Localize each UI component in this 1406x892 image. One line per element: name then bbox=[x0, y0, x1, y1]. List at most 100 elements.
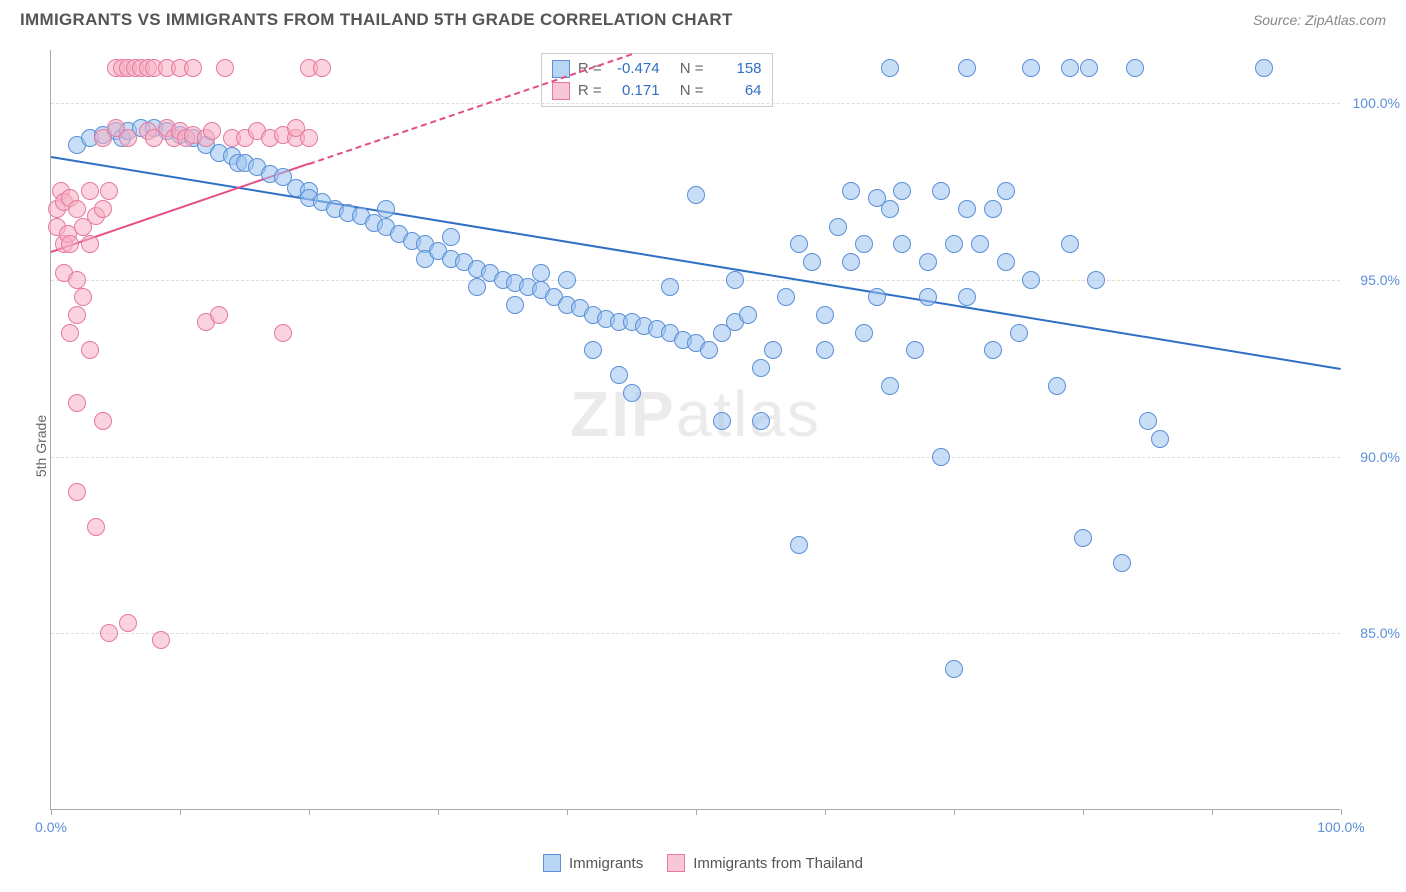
data-point bbox=[610, 366, 628, 384]
data-point bbox=[752, 412, 770, 430]
data-point bbox=[790, 235, 808, 253]
data-point bbox=[119, 614, 137, 632]
data-point bbox=[932, 182, 950, 200]
data-point bbox=[739, 306, 757, 324]
data-point bbox=[1022, 271, 1040, 289]
data-point bbox=[958, 288, 976, 306]
data-point bbox=[442, 228, 460, 246]
data-point bbox=[94, 412, 112, 430]
x-tick-label: 0.0% bbox=[35, 819, 67, 835]
data-point bbox=[558, 271, 576, 289]
data-point bbox=[623, 384, 641, 402]
data-point bbox=[313, 59, 331, 77]
data-point bbox=[506, 296, 524, 314]
data-point bbox=[1255, 59, 1273, 77]
data-point bbox=[881, 59, 899, 77]
data-point bbox=[300, 129, 318, 147]
data-point bbox=[893, 182, 911, 200]
x-tick bbox=[51, 809, 52, 815]
gridline-h bbox=[51, 457, 1340, 458]
legend-item-immigrants: Immigrants bbox=[543, 854, 643, 872]
data-point bbox=[855, 324, 873, 342]
data-point bbox=[1087, 271, 1105, 289]
data-point bbox=[68, 200, 86, 218]
data-point bbox=[468, 278, 486, 296]
data-point bbox=[726, 271, 744, 289]
data-point bbox=[829, 218, 847, 236]
r-label: R = bbox=[578, 80, 602, 102]
data-point bbox=[1074, 529, 1092, 547]
data-point bbox=[532, 264, 550, 282]
data-point bbox=[274, 324, 292, 342]
x-tick bbox=[696, 809, 697, 815]
x-tick bbox=[309, 809, 310, 815]
data-point bbox=[61, 235, 79, 253]
swatch-blue-icon bbox=[543, 854, 561, 872]
chart-title: IMMIGRANTS VS IMMIGRANTS FROM THAILAND 5… bbox=[20, 10, 733, 30]
n-label: N = bbox=[680, 58, 704, 80]
data-point bbox=[816, 306, 834, 324]
data-point bbox=[68, 483, 86, 501]
data-point bbox=[855, 235, 873, 253]
gridline-h bbox=[51, 280, 1340, 281]
legend-item-thailand: Immigrants from Thailand bbox=[667, 854, 863, 872]
data-point bbox=[1139, 412, 1157, 430]
data-point bbox=[997, 253, 1015, 271]
data-point bbox=[777, 288, 795, 306]
data-point bbox=[119, 129, 137, 147]
data-point bbox=[932, 448, 950, 466]
data-point bbox=[700, 341, 718, 359]
data-point bbox=[919, 288, 937, 306]
data-point bbox=[584, 341, 602, 359]
data-point bbox=[984, 200, 1002, 218]
gridline-h bbox=[51, 103, 1340, 104]
gridline-h bbox=[51, 633, 1340, 634]
y-tick-label: 100.0% bbox=[1353, 95, 1400, 111]
data-point bbox=[984, 341, 1002, 359]
data-point bbox=[1126, 59, 1144, 77]
x-tick bbox=[567, 809, 568, 815]
data-point bbox=[68, 394, 86, 412]
data-point bbox=[1151, 430, 1169, 448]
data-point bbox=[997, 182, 1015, 200]
x-tick-label: 100.0% bbox=[1317, 819, 1364, 835]
y-tick-label: 90.0% bbox=[1360, 449, 1400, 465]
data-point bbox=[842, 182, 860, 200]
data-point bbox=[68, 271, 86, 289]
data-point bbox=[816, 341, 834, 359]
x-tick bbox=[1212, 809, 1213, 815]
data-point bbox=[1061, 235, 1079, 253]
data-point bbox=[216, 59, 234, 77]
data-point bbox=[1022, 59, 1040, 77]
data-point bbox=[1080, 59, 1098, 77]
data-point bbox=[713, 412, 731, 430]
data-point bbox=[881, 200, 899, 218]
data-point bbox=[893, 235, 911, 253]
x-tick bbox=[825, 809, 826, 815]
data-point bbox=[661, 278, 679, 296]
data-point bbox=[945, 235, 963, 253]
data-point bbox=[1113, 554, 1131, 572]
scatter-plot-area: ZIPatlas R = -0.474 N = 158 R = 0.171 N … bbox=[50, 50, 1340, 810]
correlation-stats-box: R = -0.474 N = 158 R = 0.171 N = 64 bbox=[541, 53, 773, 107]
data-point bbox=[210, 306, 228, 324]
n-label: N = bbox=[680, 80, 704, 102]
data-point bbox=[94, 200, 112, 218]
swatch-pink-icon bbox=[552, 82, 570, 100]
data-point bbox=[61, 324, 79, 342]
swatch-pink-icon bbox=[667, 854, 685, 872]
data-point bbox=[868, 288, 886, 306]
data-point bbox=[958, 59, 976, 77]
data-point bbox=[790, 536, 808, 554]
data-point bbox=[81, 182, 99, 200]
x-tick bbox=[1083, 809, 1084, 815]
data-point bbox=[377, 200, 395, 218]
data-point bbox=[81, 341, 99, 359]
data-point bbox=[1048, 377, 1066, 395]
data-point bbox=[81, 235, 99, 253]
data-point bbox=[958, 200, 976, 218]
r-value-pink: 0.171 bbox=[610, 80, 660, 102]
data-point bbox=[74, 288, 92, 306]
x-tick bbox=[438, 809, 439, 815]
chart-source: Source: ZipAtlas.com bbox=[1253, 12, 1386, 28]
